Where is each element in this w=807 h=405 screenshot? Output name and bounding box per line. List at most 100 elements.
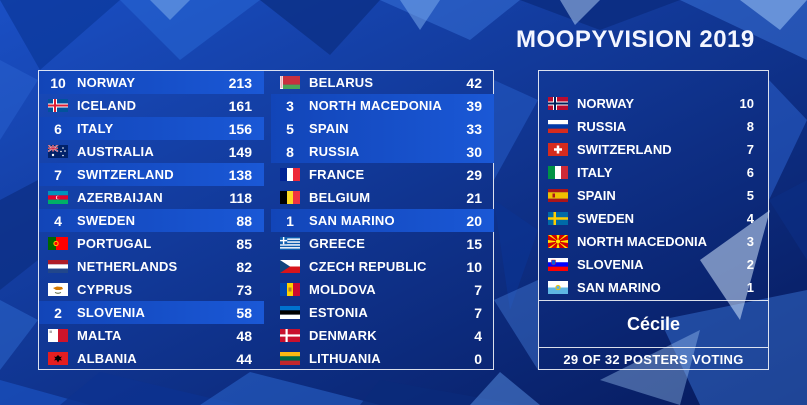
- scoreboard-row-moldova: MOLDOVA 7: [271, 278, 494, 301]
- vote-row-slovenia: SLOVENIA 2: [539, 253, 768, 276]
- san-marino-flag-icon: [539, 281, 577, 294]
- country-score: 161: [228, 97, 252, 114]
- denmark-flag-icon: [271, 324, 309, 347]
- scoreboard-row-norway: 10 NORWAY 213: [39, 71, 264, 94]
- country-name: CZECH REPUBLIC: [309, 259, 427, 274]
- points-given-badge: 10: [50, 74, 66, 91]
- cyprus-flag-icon: [39, 278, 77, 301]
- country-score: 10: [466, 258, 482, 275]
- voter-points-list: NORWAY 10 RUSSIA 8 SWITZERLAND 7 ITALY 6 SPAIN 5 S…: [539, 92, 768, 299]
- country-name: ITALY: [77, 121, 114, 136]
- points-given-badge: 2: [54, 304, 62, 321]
- country-name: SPAIN: [309, 121, 349, 136]
- moldova-flag-icon: [271, 278, 309, 301]
- iceland-flag-icon: [39, 94, 77, 117]
- country-score: 7: [474, 304, 482, 321]
- vote-row-russia: RUSSIA 8: [539, 115, 768, 138]
- country-name: NORTH MACEDONIA: [309, 98, 442, 113]
- netherlands-flag-icon: [39, 255, 77, 278]
- country-name: LITHUANIA: [309, 351, 381, 366]
- scoreboard-row-portugal: PORTUGAL 85: [39, 232, 264, 255]
- scoreboard-row-greece: GREECE 15: [271, 232, 494, 255]
- scoreboard-row-north-macedonia: 3 NORTH MACEDONIA 39: [271, 94, 494, 117]
- country-name: RUSSIA: [309, 144, 360, 159]
- spain-flag-icon: [539, 189, 577, 202]
- country-score: 4: [474, 327, 482, 344]
- voter-name: Cécile: [539, 300, 768, 347]
- country-score: 33: [466, 120, 482, 137]
- scoreboard-row-netherlands: NETHERLANDS 82: [39, 255, 264, 278]
- scoreboard-row-switzerland: 7 SWITZERLAND 138: [39, 163, 264, 186]
- country-score: 44: [236, 350, 252, 367]
- country-score: 213: [228, 74, 252, 91]
- points-given-badge: 6: [54, 120, 62, 137]
- vote-points: 7: [746, 142, 754, 157]
- north-macedonia-flag-icon: [539, 235, 577, 248]
- scoreboard-row-albania: ALBANIA 44: [39, 347, 264, 370]
- event-title: MOOPYVISION 2019: [516, 26, 755, 53]
- voting-panel: NORWAY 10 RUSSIA 8 SWITZERLAND 7 ITALY 6 SPAIN 5 S…: [538, 70, 769, 370]
- scoreboard-row-san-marino: 1 SAN MARINO 20: [271, 209, 494, 232]
- country-name: BELGIUM: [309, 190, 371, 205]
- vote-country-name: RUSSIA: [577, 119, 627, 134]
- vote-country-name: NORWAY: [577, 96, 635, 111]
- vote-country-name: SWITZERLAND: [577, 142, 672, 157]
- points-given-badge: 8: [286, 143, 294, 160]
- vote-points: 5: [746, 188, 754, 203]
- vote-country-name: SPAIN: [577, 188, 616, 203]
- country-score: 42: [466, 74, 482, 91]
- belgium-flag-icon: [271, 186, 309, 209]
- country-score: 20: [466, 212, 482, 229]
- country-name: AZERBAIJAN: [77, 190, 163, 205]
- scoreboard-row-australia: AUSTRALIA 149: [39, 140, 264, 163]
- vote-points: 1: [746, 280, 754, 295]
- country-score: 118: [229, 189, 252, 206]
- vote-row-italy: ITALY 6: [539, 161, 768, 184]
- vote-row-north-macedonia: NORTH MACEDONIA 3: [539, 230, 768, 253]
- country-score: 29: [466, 166, 482, 183]
- country-score: 39: [466, 97, 482, 114]
- scoreboard-row-denmark: DENMARK 4: [271, 324, 494, 347]
- italy-flag-icon: [539, 166, 577, 179]
- scoreboard-column-right: BELARUS 42 3 NORTH MACEDONIA 39 5 SPAIN 33 8 RUSS…: [271, 71, 494, 370]
- vote-points: 10: [739, 96, 754, 111]
- switzerland-flag-icon: [539, 143, 577, 156]
- country-score: 58: [236, 304, 252, 321]
- norway-flag-icon: [539, 97, 577, 110]
- points-given-badge: 3: [286, 97, 294, 114]
- scoreboard-row-spain: 5 SPAIN 33: [271, 117, 494, 140]
- country-score: 0: [474, 350, 482, 367]
- country-name: BELARUS: [309, 75, 374, 90]
- points-given-badge: 1: [286, 212, 294, 229]
- country-name: ESTONIA: [309, 305, 368, 320]
- azerbaijan-flag-icon: [39, 186, 77, 209]
- scoreboard-row-azerbaijan: AZERBAIJAN 118: [39, 186, 264, 209]
- scoreboard-row-russia: 8 RUSSIA 30: [271, 140, 494, 163]
- scoreboard-row-italy: 6 ITALY 156: [39, 117, 264, 140]
- country-score: 156: [228, 120, 252, 137]
- vote-points: 8: [746, 119, 754, 134]
- country-name: MOLDOVA: [309, 282, 376, 297]
- belarus-flag-icon: [271, 71, 309, 94]
- sweden-flag-icon: [539, 212, 577, 225]
- scoreboard-row-estonia: ESTONIA 7: [271, 301, 494, 324]
- scoreboard-row-czech-republic: CZECH REPUBLIC 10: [271, 255, 494, 278]
- country-score: 138: [228, 166, 252, 183]
- slovenia-flag-icon: [539, 258, 577, 271]
- country-name: NETHERLANDS: [77, 259, 178, 274]
- portugal-flag-icon: [39, 232, 77, 255]
- country-score: 7: [474, 281, 482, 298]
- australia-flag-icon: [39, 140, 77, 163]
- country-name: GREECE: [309, 236, 366, 251]
- country-name: AUSTRALIA: [77, 144, 154, 159]
- vote-country-name: SLOVENIA: [577, 257, 644, 272]
- country-score: 30: [466, 143, 482, 160]
- vote-row-spain: SPAIN 5: [539, 184, 768, 207]
- scoreboard-row-lithuania: LITHUANIA 0: [271, 347, 494, 370]
- country-score: 85: [236, 235, 252, 252]
- country-name: DENMARK: [309, 328, 377, 343]
- country-score: 149: [228, 143, 252, 160]
- malta-flag-icon: [39, 324, 77, 347]
- vote-country-name: SAN MARINO: [577, 280, 661, 295]
